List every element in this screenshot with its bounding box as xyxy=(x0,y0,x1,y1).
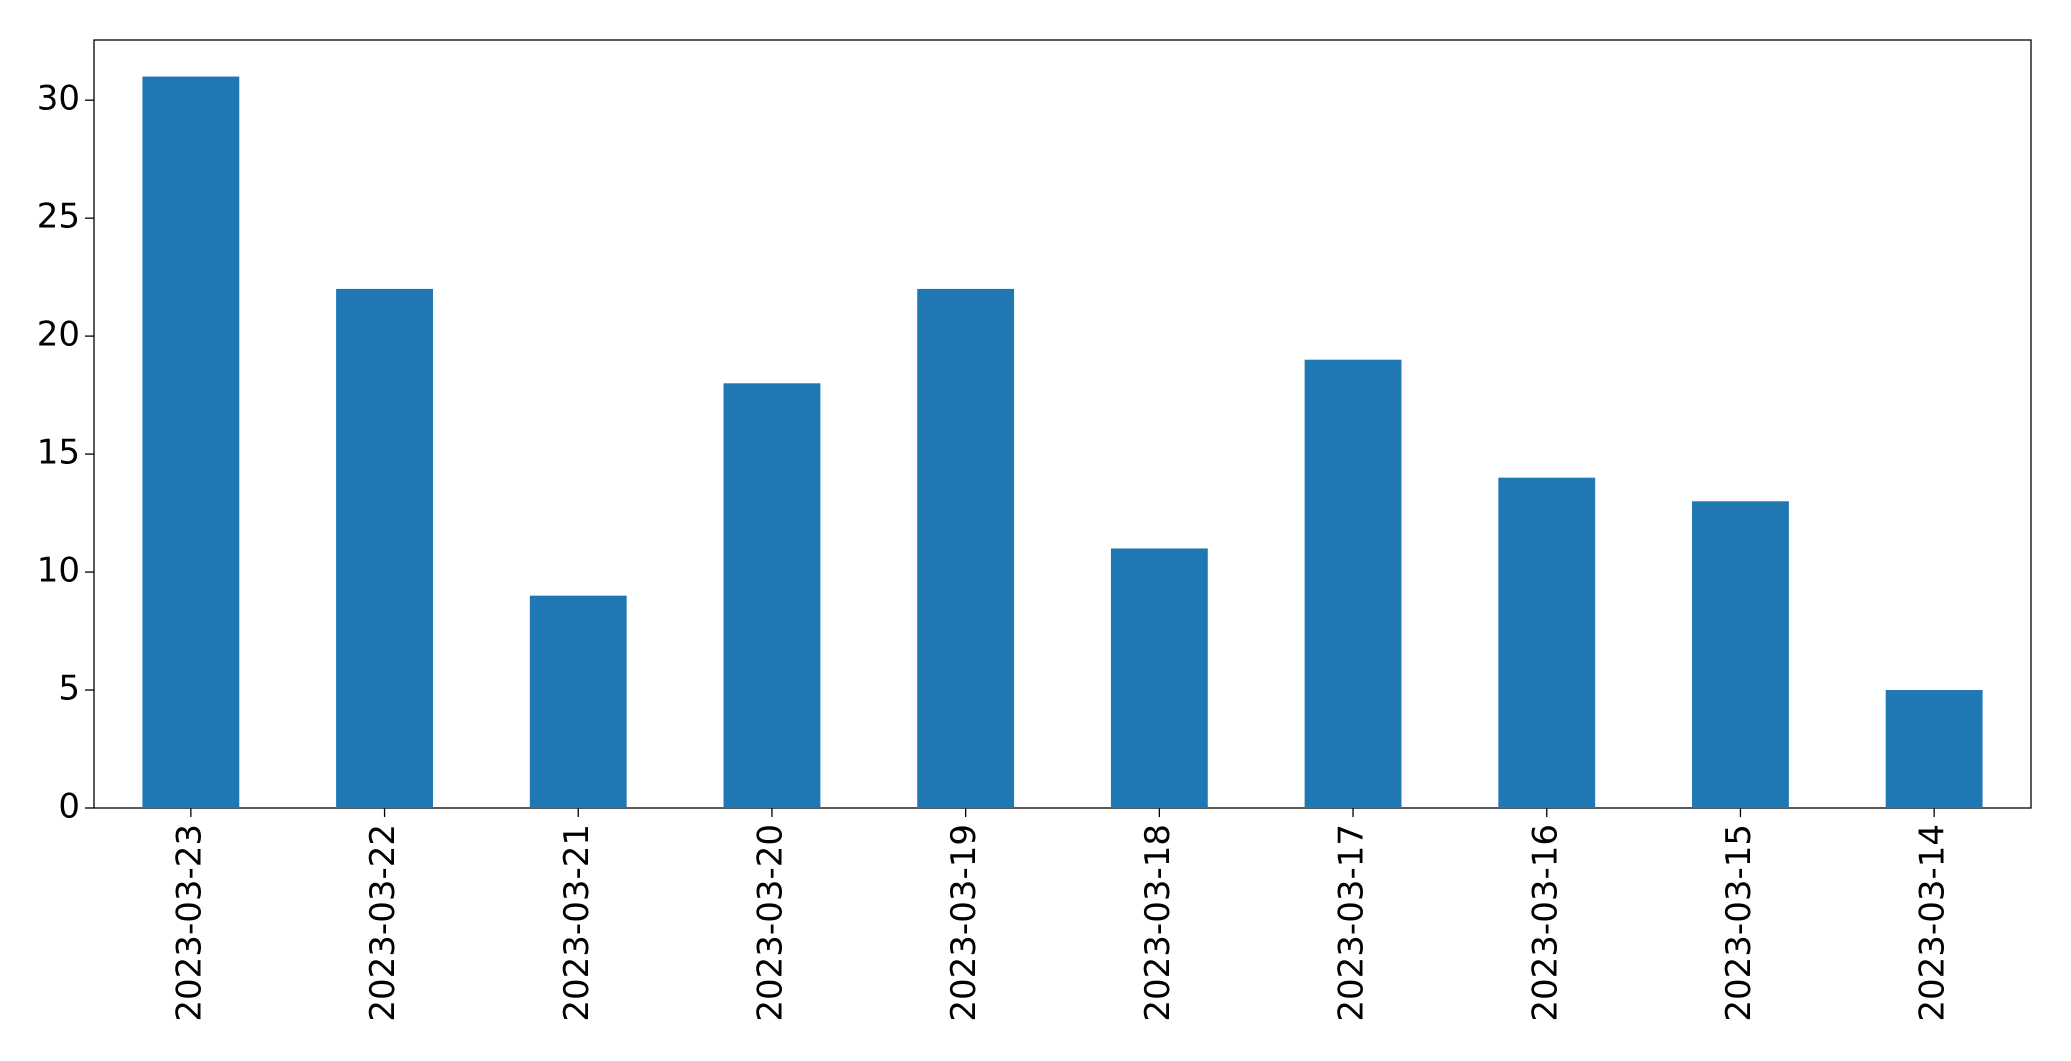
y-tick-label: 30 xyxy=(37,79,80,119)
x-tick-label: 2023-03-18 xyxy=(1138,824,1178,1022)
x-tick-label: 2023-03-17 xyxy=(1332,824,1372,1022)
bar xyxy=(1498,477,1596,808)
x-tick-label: 2023-03-22 xyxy=(363,824,403,1022)
x-tick-label: 2023-03-21 xyxy=(557,824,597,1022)
axes-frame xyxy=(93,39,2032,809)
bar xyxy=(336,288,433,809)
bar xyxy=(1692,501,1789,808)
x-tick-label: 2023-03-20 xyxy=(750,824,790,1022)
x-tick-label: 2023-03-14 xyxy=(1913,824,1953,1022)
y-tick-label: 5 xyxy=(58,669,80,709)
x-tick-label: 2023-03-15 xyxy=(1719,824,1759,1022)
y-tick-label: 25 xyxy=(37,197,80,237)
bar xyxy=(142,76,240,809)
y-tick-label: 10 xyxy=(37,551,80,591)
bar xyxy=(529,595,627,808)
bar xyxy=(723,383,821,808)
y-tick-label: 0 xyxy=(58,787,80,827)
y-tick-label: 15 xyxy=(37,433,80,473)
x-tick-label: 2023-03-23 xyxy=(169,824,209,1022)
x-tick-label: 2023-03-16 xyxy=(1525,824,1565,1022)
bar xyxy=(1110,548,1208,808)
y-tick-label: 20 xyxy=(37,315,80,355)
bar xyxy=(1304,359,1402,808)
bar xyxy=(1885,690,1983,808)
bar xyxy=(917,288,1015,809)
x-tick-label: 2023-03-19 xyxy=(944,824,984,1022)
